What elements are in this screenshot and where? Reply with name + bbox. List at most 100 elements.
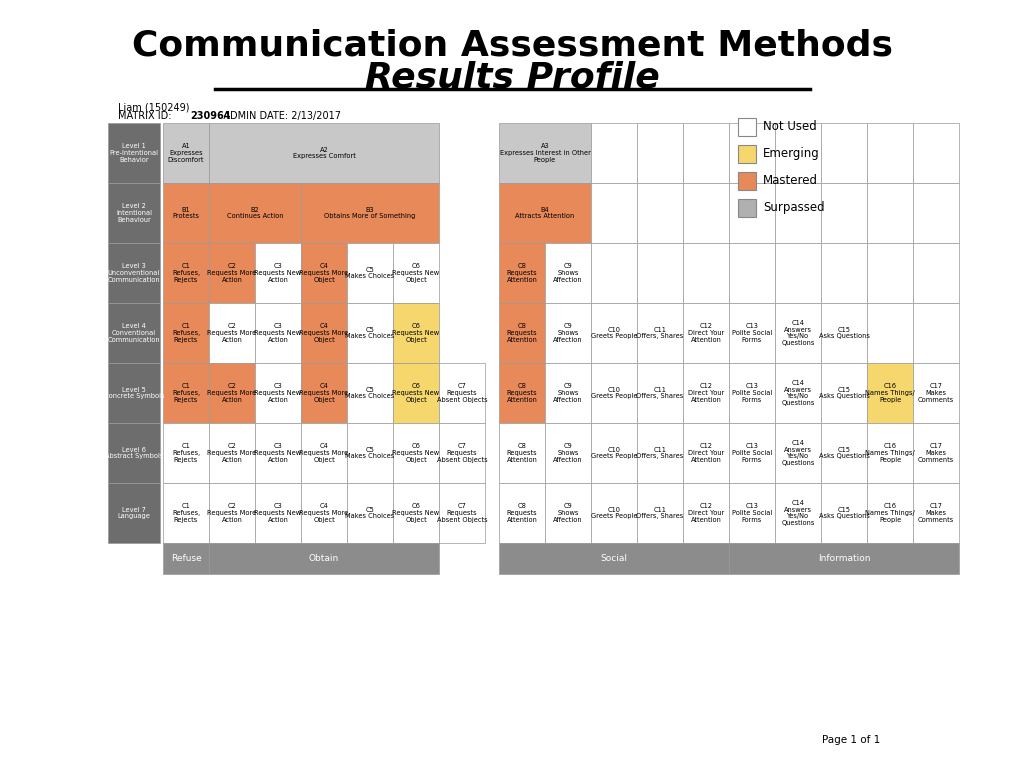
Text: C16
Names Things/
People: C16 Names Things/ People	[865, 503, 914, 523]
Bar	[729, 303, 775, 363]
Bar	[301, 483, 347, 543]
Bar	[393, 243, 439, 303]
Text: C2
Requests More
Action: C2 Requests More Action	[208, 263, 257, 283]
Text: Liam (150249): Liam (150249)	[118, 102, 189, 112]
Text: C15
Asks Questions: C15 Asks Questions	[818, 386, 869, 399]
Bar	[439, 483, 485, 543]
Text: C12
Direct Your
Attention: C12 Direct Your Attention	[688, 383, 724, 402]
Bar	[729, 183, 775, 243]
Bar	[683, 483, 729, 543]
Text: C17
Makes
Comments: C17 Makes Comments	[918, 383, 954, 402]
Bar	[209, 303, 255, 363]
Bar	[775, 303, 821, 363]
Text: Not Used: Not Used	[763, 121, 817, 134]
Bar	[499, 183, 591, 243]
Text: Social: Social	[600, 554, 628, 563]
Text: C6
Requests New
Object: C6 Requests New Object	[392, 263, 439, 283]
Text: C9
Shows
Affection: C9 Shows Affection	[553, 443, 583, 463]
Text: C13
Polite Social
Forms: C13 Polite Social Forms	[732, 443, 772, 463]
Text: C13
Polite Social
Forms: C13 Polite Social Forms	[732, 323, 772, 343]
Bar	[913, 423, 959, 483]
Text: C6
Requests New
Object: C6 Requests New Object	[392, 323, 439, 343]
Text: C1
Refuses,
Rejects: C1 Refuses, Rejects	[172, 323, 200, 343]
Bar	[108, 423, 160, 483]
Bar	[683, 243, 729, 303]
Bar	[163, 183, 209, 243]
Text: MATRIX ID:: MATRIX ID:	[118, 111, 175, 121]
Text: C15
Asks Questions: C15 Asks Questions	[818, 326, 869, 339]
Text: Obtain: Obtain	[309, 554, 339, 563]
Text: Page 1 of 1: Page 1 of 1	[821, 735, 880, 745]
Bar	[729, 363, 775, 423]
Bar	[439, 363, 485, 423]
Bar	[255, 363, 301, 423]
Bar	[393, 303, 439, 363]
Bar	[821, 423, 867, 483]
Text: C8
Requests
Attention: C8 Requests Attention	[507, 503, 538, 523]
Bar	[913, 183, 959, 243]
Text: C11
Offers, Shares: C11 Offers, Shares	[636, 386, 684, 399]
Text: C13
Polite Social
Forms: C13 Polite Social Forms	[732, 383, 772, 402]
Text: C8
Requests
Attention: C8 Requests Attention	[507, 443, 538, 463]
Text: Results Profile: Results Profile	[365, 61, 659, 95]
Bar	[738, 199, 756, 217]
Bar	[775, 243, 821, 303]
Text: C14
Answers
Yes/No
Questions: C14 Answers Yes/No Questions	[781, 320, 815, 346]
Bar	[163, 243, 209, 303]
Bar	[163, 123, 209, 183]
Bar	[301, 363, 347, 423]
Bar	[545, 303, 591, 363]
Bar	[301, 183, 439, 243]
Bar	[108, 123, 160, 183]
Bar	[301, 423, 347, 483]
Text: C7
Requests
Absent Objects: C7 Requests Absent Objects	[436, 383, 487, 402]
Text: B3
Obtains More of Something: B3 Obtains More of Something	[325, 207, 416, 220]
Bar	[209, 423, 255, 483]
Text: B4
Attracts Attention: B4 Attracts Attention	[515, 207, 574, 220]
Text: A3
Expresses Interest in Other
People: A3 Expresses Interest in Other People	[500, 144, 591, 163]
Text: C2
Requests More
Action: C2 Requests More Action	[208, 323, 257, 343]
Text: Level 4
Conventional
Communication: Level 4 Conventional Communication	[108, 323, 161, 343]
Text: A2
Expresses Comfort: A2 Expresses Comfort	[293, 147, 355, 160]
Bar	[301, 243, 347, 303]
Bar	[108, 243, 160, 303]
Bar	[209, 243, 255, 303]
Text: C16
Names Things/
People: C16 Names Things/ People	[865, 383, 914, 402]
Bar	[821, 123, 867, 183]
Bar	[591, 483, 637, 543]
Bar	[545, 243, 591, 303]
Bar	[637, 303, 683, 363]
Text: C14
Answers
Yes/No
Questions: C14 Answers Yes/No Questions	[781, 440, 815, 466]
Bar	[683, 123, 729, 183]
Text: C4
Requests More
Object: C4 Requests More Object	[299, 383, 348, 402]
Text: C4
Requests More
Object: C4 Requests More Object	[299, 263, 348, 283]
Text: C2
Requests More
Action: C2 Requests More Action	[208, 443, 257, 463]
Bar	[347, 243, 393, 303]
Bar	[867, 483, 913, 543]
Bar	[347, 303, 393, 363]
Text: C13
Polite Social
Forms: C13 Polite Social Forms	[732, 503, 772, 523]
Bar	[255, 303, 301, 363]
Text: C8
Requests
Attention: C8 Requests Attention	[507, 383, 538, 402]
Text: C5
Makes Choices: C5 Makes Choices	[345, 266, 394, 280]
Text: Level 2
Intentional
Behaviour: Level 2 Intentional Behaviour	[116, 204, 152, 223]
Bar	[775, 483, 821, 543]
Text: C11
Offers, Shares: C11 Offers, Shares	[636, 326, 684, 339]
Text: Information: Information	[818, 554, 870, 563]
Bar	[499, 483, 545, 543]
Bar	[867, 123, 913, 183]
Bar	[821, 363, 867, 423]
Text: C2
Requests More
Action: C2 Requests More Action	[208, 383, 257, 402]
Bar	[913, 243, 959, 303]
Bar	[867, 363, 913, 423]
Bar	[683, 303, 729, 363]
Bar	[209, 123, 439, 183]
Bar	[163, 363, 209, 423]
Text: C9
Shows
Affection: C9 Shows Affection	[553, 503, 583, 523]
Text: Communication Assessment Methods: Communication Assessment Methods	[131, 29, 893, 63]
Text: C10
Greets People: C10 Greets People	[591, 386, 637, 399]
Text: C16
Names Things/
People: C16 Names Things/ People	[865, 443, 914, 463]
Bar	[637, 423, 683, 483]
Text: C5
Makes Choices: C5 Makes Choices	[345, 386, 394, 399]
Bar	[591, 243, 637, 303]
